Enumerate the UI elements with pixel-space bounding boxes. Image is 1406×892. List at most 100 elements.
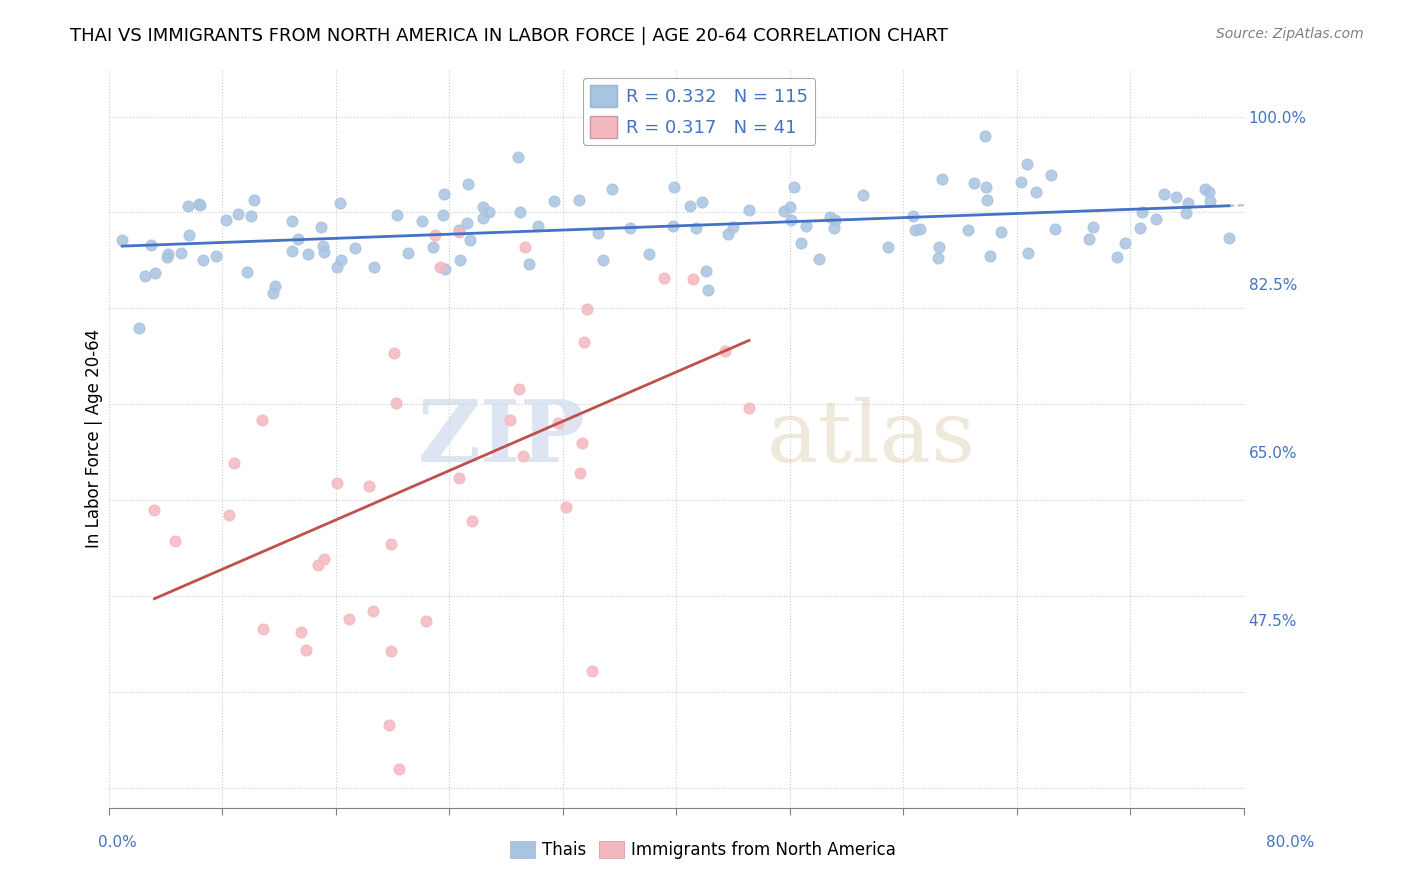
Point bbox=[1153, 187, 1175, 202]
Point bbox=[156, 250, 179, 264]
Point bbox=[456, 216, 478, 230]
Point bbox=[411, 214, 433, 228]
Point bbox=[380, 644, 402, 658]
Point bbox=[652, 270, 675, 285]
Point bbox=[1218, 231, 1240, 245]
Point bbox=[307, 558, 329, 573]
Point bbox=[262, 286, 284, 301]
Point bbox=[449, 222, 471, 236]
Point bbox=[226, 206, 249, 220]
Point bbox=[326, 260, 349, 275]
Point bbox=[1177, 196, 1199, 211]
Point bbox=[134, 268, 156, 283]
Point bbox=[571, 435, 593, 450]
Point bbox=[695, 264, 717, 278]
Point bbox=[188, 198, 211, 212]
Point bbox=[204, 249, 226, 263]
Point bbox=[990, 225, 1012, 239]
Point bbox=[141, 238, 163, 252]
Point bbox=[290, 625, 312, 640]
Point bbox=[823, 221, 845, 235]
Point bbox=[143, 502, 166, 516]
Point bbox=[363, 260, 385, 275]
Point bbox=[820, 210, 842, 224]
Point bbox=[592, 253, 614, 268]
Point bbox=[517, 257, 540, 271]
Point bbox=[794, 219, 817, 233]
Point bbox=[432, 208, 454, 222]
Point bbox=[779, 200, 801, 214]
Text: atlas: atlas bbox=[768, 396, 976, 480]
Point bbox=[143, 266, 166, 280]
Point bbox=[508, 150, 530, 164]
Point bbox=[1128, 221, 1150, 235]
Point bbox=[388, 762, 411, 776]
Point bbox=[903, 223, 925, 237]
Point bbox=[252, 622, 274, 636]
Point bbox=[222, 456, 245, 470]
Point bbox=[471, 211, 494, 226]
Point bbox=[547, 416, 569, 430]
Point bbox=[188, 197, 211, 211]
Point bbox=[527, 219, 550, 233]
Point bbox=[575, 301, 598, 316]
Point bbox=[515, 240, 537, 254]
Point bbox=[385, 207, 408, 221]
Point bbox=[1017, 157, 1039, 171]
Text: ZIP: ZIP bbox=[418, 396, 585, 480]
Point bbox=[314, 551, 336, 566]
Point bbox=[309, 219, 332, 234]
Point bbox=[852, 188, 875, 202]
Point bbox=[314, 244, 336, 259]
Point bbox=[824, 212, 846, 227]
Point bbox=[235, 265, 257, 279]
Point bbox=[619, 220, 641, 235]
Point bbox=[297, 247, 319, 261]
Point bbox=[382, 346, 405, 360]
Point bbox=[1130, 205, 1153, 219]
Point bbox=[281, 244, 304, 258]
Point bbox=[572, 335, 595, 350]
Point bbox=[1198, 194, 1220, 209]
Point bbox=[252, 413, 274, 427]
Point bbox=[637, 246, 659, 260]
Point bbox=[281, 214, 304, 228]
Point bbox=[457, 177, 479, 191]
Point bbox=[974, 180, 997, 194]
Point bbox=[1039, 169, 1062, 183]
Point bbox=[1105, 250, 1128, 264]
Point bbox=[239, 209, 262, 223]
Point bbox=[976, 194, 998, 208]
Point bbox=[581, 664, 603, 678]
Point bbox=[1175, 206, 1198, 220]
Point bbox=[721, 220, 744, 235]
Point bbox=[170, 246, 193, 260]
Text: THAI VS IMMIGRANTS FROM NORTH AMERICA IN LABOR FORCE | AGE 20-64 CORRELATION CHA: THAI VS IMMIGRANTS FROM NORTH AMERICA IN… bbox=[70, 27, 948, 45]
Point bbox=[910, 221, 932, 235]
Point bbox=[423, 227, 446, 242]
Point bbox=[287, 232, 309, 246]
Point bbox=[586, 226, 609, 240]
Point bbox=[696, 283, 718, 297]
Point bbox=[1198, 185, 1220, 199]
Point bbox=[901, 209, 924, 223]
Legend: R = 0.332   N = 115, R = 0.317   N = 41: R = 0.332 N = 115, R = 0.317 N = 41 bbox=[582, 78, 815, 145]
Point bbox=[176, 199, 198, 213]
Point bbox=[568, 194, 591, 208]
Point bbox=[157, 246, 180, 260]
Point bbox=[429, 260, 451, 274]
Point bbox=[928, 240, 950, 254]
Point bbox=[1194, 182, 1216, 196]
Point bbox=[1078, 232, 1101, 246]
Point bbox=[330, 253, 353, 268]
Point bbox=[662, 219, 685, 234]
Point bbox=[415, 614, 437, 628]
Point bbox=[780, 213, 803, 227]
Point bbox=[1114, 235, 1136, 250]
Point bbox=[191, 253, 214, 268]
Point bbox=[738, 203, 761, 218]
Point bbox=[1025, 185, 1047, 199]
Point bbox=[460, 233, 482, 247]
Text: 0.0%: 0.0% bbox=[98, 836, 138, 850]
Point bbox=[963, 176, 986, 190]
